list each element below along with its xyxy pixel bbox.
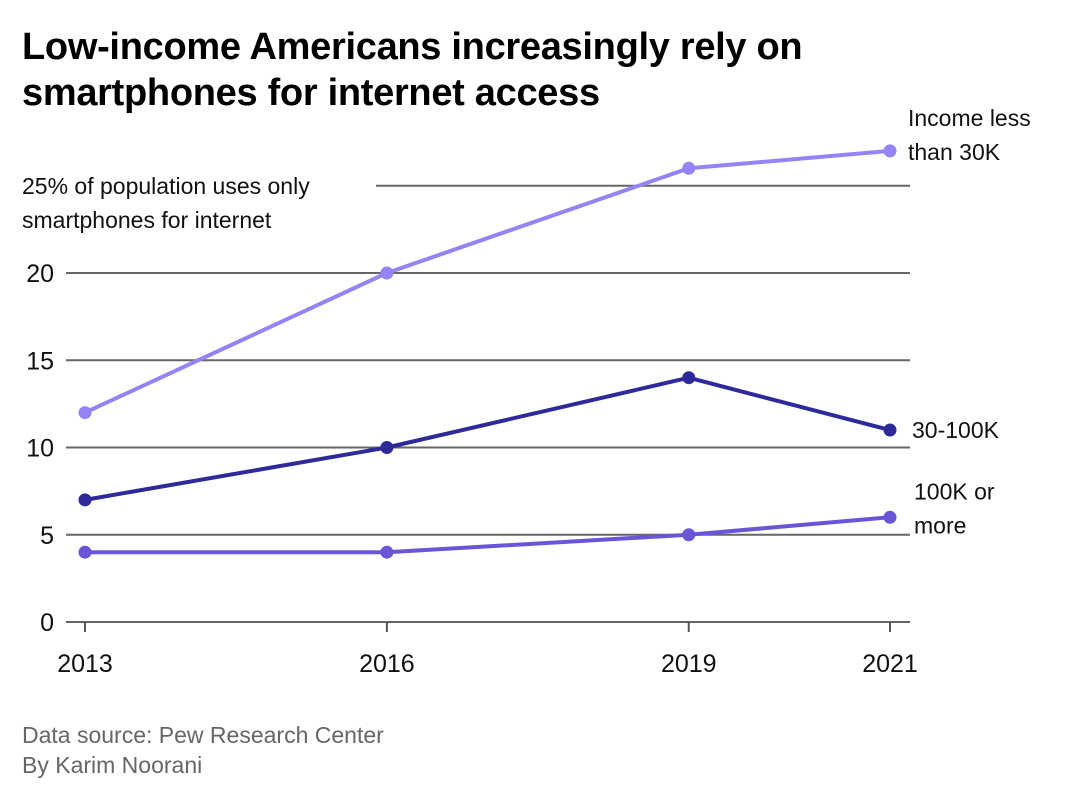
series-label: 30-100K	[912, 417, 1000, 443]
data-point	[883, 510, 897, 524]
data-point	[78, 493, 92, 507]
x-tick-label: 2019	[661, 650, 717, 678]
footer: Data source: Pew Research Center By Kari…	[22, 720, 384, 780]
y-tick-label: 10	[26, 435, 54, 463]
x-tick-label: 2013	[57, 650, 113, 678]
series-label: Income less	[908, 105, 1031, 131]
y-tick-label: 5	[40, 522, 54, 550]
data-point	[883, 144, 897, 158]
series-line	[84, 375, 891, 502]
data-point	[682, 161, 696, 175]
data-point	[380, 545, 394, 559]
chart-title: Low-income Americans increasingly rely o…	[22, 26, 803, 114]
y-axis: 0 5 10 15 20	[26, 260, 54, 637]
x-axis: 2013 2016 2019 2021	[57, 622, 918, 678]
y-tick-label: 15	[26, 347, 54, 375]
x-tick-label: 2021	[862, 650, 918, 678]
data-point	[78, 545, 92, 559]
top-gridline-annotation: 25% of population uses only smartphones f…	[22, 173, 310, 233]
data-point	[78, 406, 92, 420]
gridline-annotation-line: smartphones for internet	[22, 207, 272, 233]
gridline-annotation-line: 25% of population uses only	[22, 173, 310, 199]
series-label: 100K or	[914, 478, 995, 504]
series-lines	[78, 144, 897, 559]
author-credit: By Karim Noorani	[22, 752, 203, 778]
data-point	[380, 441, 394, 454]
x-tick-label: 2016	[359, 650, 415, 678]
y-tick-label: 0	[40, 609, 54, 637]
series-line	[85, 515, 891, 555]
data-point	[883, 423, 897, 437]
data-point	[682, 528, 696, 542]
data-source: Data source: Pew Research Center	[22, 722, 384, 748]
series-labels: Income less than 30K 30-100K 100K or more	[908, 105, 1031, 538]
y-tick-label: 20	[26, 260, 54, 288]
data-point	[682, 371, 696, 385]
gridlines	[66, 184, 910, 623]
series-label: than 30K	[908, 139, 1001, 165]
data-point	[380, 266, 394, 280]
series-label: more	[914, 512, 966, 538]
series-line	[84, 148, 891, 415]
